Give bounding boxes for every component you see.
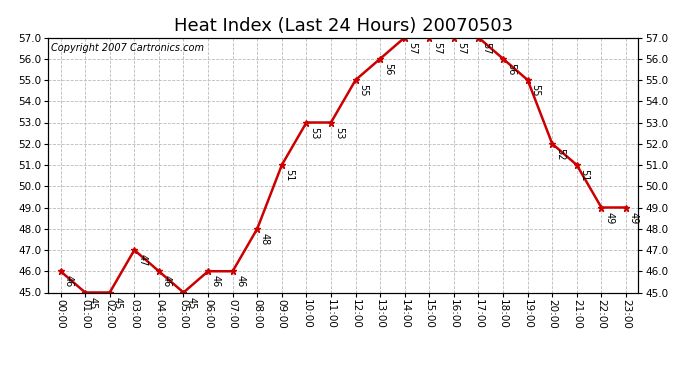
Text: 57: 57 — [432, 42, 442, 54]
Text: 56: 56 — [506, 63, 516, 75]
Text: 46: 46 — [161, 275, 172, 288]
Text: 57: 57 — [408, 42, 417, 54]
Text: 46: 46 — [211, 275, 221, 288]
Text: 47: 47 — [137, 254, 147, 267]
Text: 53: 53 — [334, 127, 344, 139]
Text: 53: 53 — [309, 127, 319, 139]
Text: 57: 57 — [457, 42, 466, 54]
Text: Copyright 2007 Cartronics.com: Copyright 2007 Cartronics.com — [51, 43, 204, 52]
Text: 56: 56 — [383, 63, 393, 75]
Text: 49: 49 — [629, 211, 639, 224]
Text: 49: 49 — [604, 211, 614, 224]
Text: 52: 52 — [555, 148, 565, 160]
Text: 55: 55 — [531, 84, 540, 97]
Text: 45: 45 — [112, 297, 123, 309]
Text: 46: 46 — [63, 275, 73, 288]
Text: 51: 51 — [580, 169, 589, 182]
Text: 51: 51 — [284, 169, 295, 182]
Text: 57: 57 — [481, 42, 491, 54]
Text: 45: 45 — [186, 297, 196, 309]
Title: Heat Index (Last 24 Hours) 20070503: Heat Index (Last 24 Hours) 20070503 — [174, 16, 513, 34]
Text: 46: 46 — [235, 275, 246, 288]
Text: 55: 55 — [358, 84, 368, 97]
Text: 48: 48 — [260, 233, 270, 245]
Text: 45: 45 — [88, 297, 98, 309]
